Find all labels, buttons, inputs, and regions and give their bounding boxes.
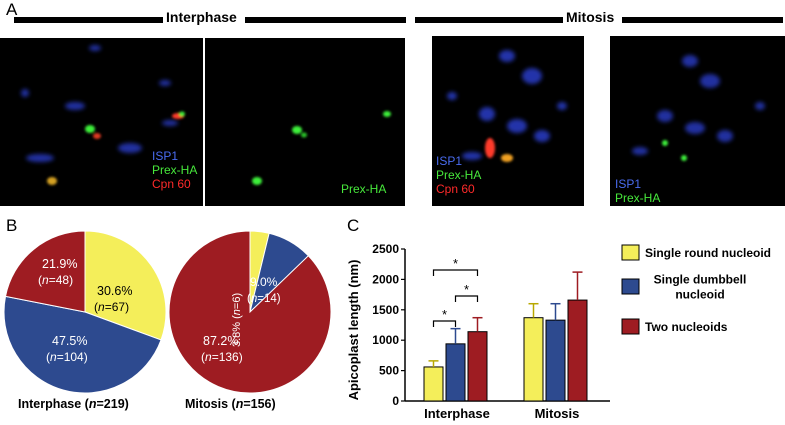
micrograph-interphase-merge — [0, 38, 203, 206]
pie-interphase-pct-yellow: 30.6% — [97, 284, 132, 298]
interphase-bar-right — [245, 17, 406, 23]
pie-mitosis-n-blue: (n=14) — [247, 293, 281, 305]
significance-bracket — [432, 320, 457, 327]
y-axis-label: Apicoplast length (nm) — [346, 260, 361, 401]
mitosis-bar-left — [415, 17, 565, 23]
panel-label-a: A — [6, 0, 18, 19]
y-tick-label: 500 — [379, 364, 399, 378]
significance-bracket — [432, 269, 479, 276]
interphase-header: Interphase — [163, 9, 240, 25]
micrograph-3-label-cpn: Cpn 60 — [436, 182, 475, 196]
bar-mitosis-1 — [545, 319, 566, 402]
pie-mitosis-pct-yellow: 3.8% — [231, 322, 243, 347]
micrograph-1-labels: ISP1 Prex-HA Cpn 60 — [152, 149, 197, 191]
significance-star: * — [442, 307, 447, 322]
micrograph-1-label-cpn: Cpn 60 — [152, 177, 191, 191]
panel-label-b: B — [6, 216, 18, 235]
pie-mitosis-n-yellow-value: 6 — [231, 297, 243, 303]
pie-interphase-slice-1 — [3, 295, 162, 394]
pie-mitosis-pct-blue: 9.0% — [250, 275, 278, 289]
pie-interphase-slice-2 — [4, 230, 86, 313]
mitosis-header: Mitosis — [563, 9, 618, 25]
legend-label-0: Single round nucleoid — [645, 246, 771, 260]
pie-mitosis-slice-2 — [168, 230, 332, 394]
micrograph-mitosis-isp1-prex-image — [632, 55, 765, 161]
pie-interphase-pct-red: 21.9% — [42, 257, 77, 271]
y-tick-label: 1000 — [372, 333, 399, 347]
significance-bracket — [454, 295, 479, 302]
pie-interphase-n-blue: (n=104) — [46, 350, 88, 364]
y-tick-label: 2000 — [372, 272, 399, 286]
micrograph-interphase-prex — [205, 38, 405, 206]
pie-interphase-caption: Interphase (n=219) — [18, 397, 129, 411]
micrograph-4-labels: ISP1 Prex-HA — [615, 177, 660, 205]
micrograph-3-label-prex: Prex-HA — [436, 168, 482, 182]
legend-label-2: Two nucleoids — [645, 320, 728, 334]
x-labels: Interphase Mitosis — [424, 406, 579, 421]
pie-mitosis-caption: Mitosis (n=156) — [185, 397, 276, 411]
micrograph-1-label-isp1: ISP1 — [152, 149, 179, 163]
pie-mitosis-n-red-value: 136 — [219, 350, 239, 364]
significance-star: * — [464, 282, 469, 297]
panel-label-c: C — [347, 216, 360, 235]
pie-interphase — [3, 230, 167, 394]
micrograph-1-label-prex: Prex-HA — [152, 163, 198, 177]
bar-interphase-1 — [445, 343, 466, 402]
pie-mitosis-n-blue-value: 14 — [264, 293, 277, 305]
y-tick-label: 1500 — [372, 303, 399, 317]
significance-brackets: * * * — [432, 256, 479, 327]
legend-swatch-2 — [621, 318, 640, 335]
micrograph-mitosis-merge-image — [447, 50, 567, 162]
micrograph-interphase-prex-image — [252, 111, 391, 185]
pie-charts: 21.9% (n=48) 30.6% (n=67) 47.5% (n=104) … — [3, 230, 332, 411]
legend: Single round nucleoid Single dumbbellnucl… — [621, 244, 771, 335]
pie-interphase-n-blue-value: 104 — [64, 350, 84, 364]
x-label-interphase: Interphase — [424, 406, 490, 421]
bar-chart: Apicoplast length (nm) 0 500 1000 1500 2000 2… — [346, 242, 771, 421]
pie-mitosis-yellow-label: 3.8% (n=6) — [231, 293, 243, 347]
bar-interphase-2 — [467, 331, 488, 402]
bar-mitosis-2 — [567, 299, 588, 402]
micrograph-2-labels: Prex-HA — [341, 182, 386, 196]
bars — [423, 271, 588, 402]
x-label-mitosis: Mitosis — [535, 406, 580, 421]
pie-interphase-n-yellow-value: 67 — [112, 300, 126, 314]
pie-mitosis-pct-red: 87.2% — [203, 334, 238, 348]
pie-interphase-n-red-value: 48 — [56, 273, 70, 287]
y-tick-label: 2500 — [372, 242, 399, 256]
pie-mitosis-n-red: (n=136) — [201, 350, 243, 364]
legend-label-1: nucleoid — [675, 288, 724, 302]
legend-label-1: Single dumbbell — [654, 273, 747, 287]
pie-mitosis — [168, 230, 332, 394]
micrograph-interphase-merge-image — [21, 45, 185, 185]
significance-star: * — [453, 256, 458, 271]
micrograph-4-label-isp1: ISP1 — [615, 177, 642, 191]
micrograph-2-label-prex: Prex-HA — [341, 182, 387, 196]
y-tick-label: 0 — [392, 394, 399, 408]
legend-swatch-1 — [621, 278, 640, 295]
micrograph-mitosis-isp1-prex — [610, 36, 785, 206]
pie-interphase-n-red: (n=48) — [38, 273, 73, 287]
pie-interphase-n-yellow: (n=67) — [94, 300, 129, 314]
mitosis-bar-right — [622, 17, 783, 23]
bar-mitosis-0 — [523, 317, 544, 402]
micrograph-4-label-prex: Prex-HA — [615, 191, 661, 205]
micrograph-mitosis-merge — [432, 36, 584, 206]
bar-interphase-0 — [423, 366, 444, 402]
pie-interphase-slice-0 — [84, 230, 167, 341]
pie-interphase-pct-blue: 47.5% — [52, 334, 87, 348]
micrograph-3-label-isp1: ISP1 — [436, 154, 463, 168]
interphase-bar-left — [14, 17, 164, 23]
micrograph-3-labels: ISP1 Prex-HA Cpn 60 — [436, 154, 481, 196]
legend-swatch-0 — [621, 244, 640, 261]
